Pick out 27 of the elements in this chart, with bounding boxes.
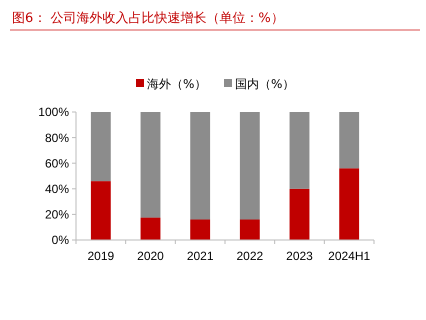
x-tick-label: 2022 (236, 249, 264, 263)
bar (339, 168, 360, 240)
y-tick-label: 100% (38, 105, 70, 120)
bar (90, 112, 111, 182)
y-tick-label: 40% (44, 182, 70, 196)
y-tick-label: 60% (44, 156, 70, 170)
x-tick-label: 2019 (87, 249, 115, 263)
bar (290, 188, 310, 240)
x-tick-label: 2021 (186, 249, 214, 263)
bar (339, 112, 360, 168)
y-tick-label: 80% (44, 130, 70, 145)
y-tick-label: 20% (44, 208, 70, 222)
bar (240, 112, 260, 220)
y-tick-label: 0% (52, 233, 70, 248)
bar (190, 112, 210, 220)
bar (190, 220, 210, 240)
bar (290, 112, 310, 189)
bar (90, 181, 111, 240)
bar (140, 218, 160, 240)
x-tick-label: 2020 (137, 249, 164, 263)
x-tick-label: 2023 (286, 249, 314, 263)
bar (240, 220, 260, 240)
chart-title: 图6： 公司海外收入占比快速增长（单位：%） (12, 11, 284, 26)
x-tick-label: 2024H1 (328, 249, 371, 263)
bar (140, 112, 160, 218)
legend-label: 海外（%） (147, 77, 206, 92)
legend-label: 国内（%） (235, 77, 294, 92)
